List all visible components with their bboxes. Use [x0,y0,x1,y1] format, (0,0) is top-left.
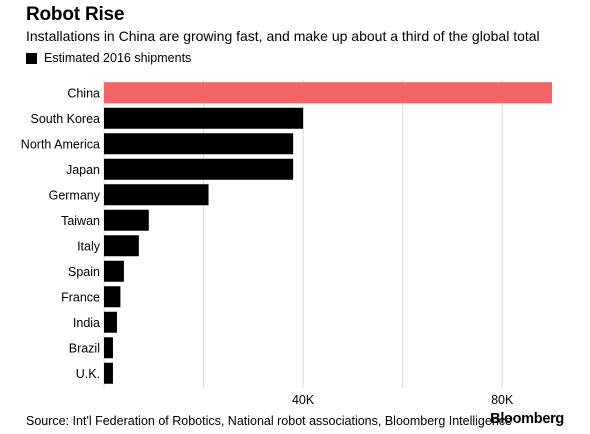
bar-4 [104,184,209,206]
chart-subtitle: Installations in China are growing fast,… [26,28,540,44]
bar-3 [104,158,294,180]
source-note: Source: Int'l Federation of Robotics, Na… [26,414,512,428]
brand-logo: Bloomberg [490,411,564,427]
bar-11 [104,362,113,384]
category-label-9: India [73,316,100,330]
bar-0 [104,82,552,104]
category-label-0: China [67,86,100,100]
legend-label: Estimated 2016 shipments [44,51,192,65]
bar-6 [104,235,139,257]
tick-label-1: 40K [292,393,315,407]
category-label-11: U.K. [76,367,100,381]
bar-2 [104,133,294,155]
bar-7 [104,260,124,282]
chart-title: Robot Rise [26,4,125,25]
category-label-7: Spain [68,265,100,279]
category-label-2: North America [21,137,100,151]
bar-8 [104,286,121,308]
category-label-4: Germany [49,188,101,202]
bar-9 [104,311,117,333]
category-label-8: France [61,290,100,304]
category-label-5: Taiwan [61,214,100,228]
category-label-6: Italy [77,239,101,253]
legend: Estimated 2016 shipments [26,51,191,65]
category-label-1: South Korea [31,112,101,126]
legend-swatch [26,52,37,64]
bar-10 [104,337,113,359]
category-label-3: Japan [66,163,100,177]
tick-label-3: 80K [491,393,514,407]
category-label-10: Brazil [69,341,100,355]
bar-5 [104,209,149,231]
bar-1 [104,107,304,129]
